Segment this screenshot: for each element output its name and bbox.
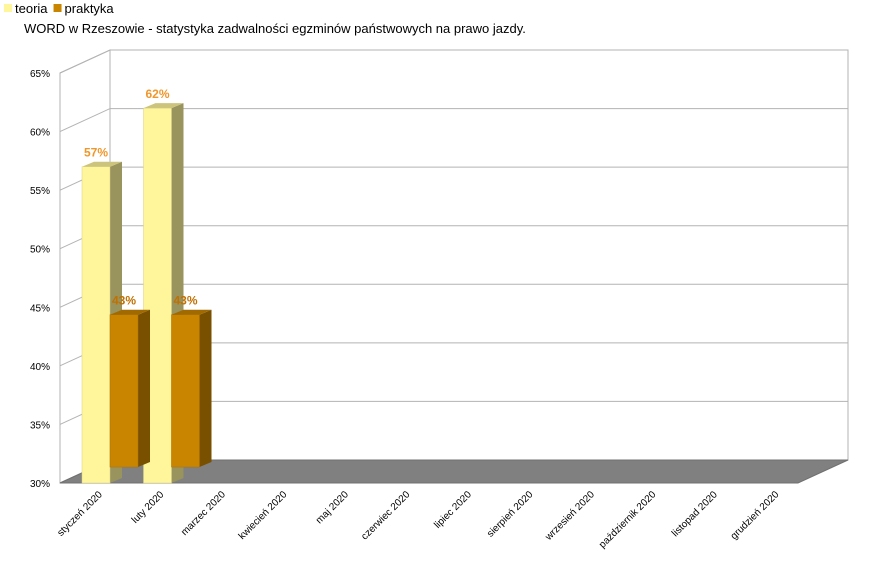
bar-face [82,161,122,167]
bar [171,309,212,468]
x-tick-label: lipiec 2020 [432,489,474,531]
chart-title: WORD w Rzeszowie - statystyka zadwalnośc… [24,21,526,36]
bar [109,309,150,468]
value-label: 57% [84,146,108,160]
bar-face [81,166,111,484]
bar-face [143,103,184,109]
x-tick-label: październik 2020 [597,489,659,551]
y-tick-label: 55% [30,186,50,197]
legend-label: teoria [15,1,48,16]
legend-label: praktyka [65,1,115,16]
y-tick-label: 65% [30,69,50,80]
legend-swatch [4,4,12,12]
x-tick-label: styczeń 2020 [55,489,105,539]
y-tick-label: 45% [30,303,50,314]
grid-line [59,108,848,133]
y-tick-label: 35% [30,420,50,431]
legend-swatch [53,4,62,12]
x-tick-label: wrzesień 2020 [543,489,597,543]
y-tick-label: 50% [30,245,50,256]
y-tick-label: 30% [30,479,50,490]
y-tick-label: 40% [30,362,50,373]
value-label: 62% [145,87,169,101]
x-tick-label: maj 2020 [314,489,351,526]
x-tick-label: kwiecień 2020 [237,489,290,542]
x-tick-label: listopad 2020 [670,489,720,539]
bar-face [199,309,212,467]
grid-line [59,49,848,74]
x-tick-label: luty 2020 [130,489,167,526]
back-wall [109,49,849,461]
bar-face [138,309,150,467]
y-tick-label: 60% [30,128,50,139]
bar-face [171,314,200,468]
x-tick-label: grudzień 2020 [729,489,782,542]
value-label: 43% [173,294,197,308]
bar [143,103,184,484]
bar-face [110,309,150,315]
x-tick-label: sierpień 2020 [485,489,536,540]
x-tick-label: czerwiec 2020 [359,489,412,542]
x-tick-label: marzec 2020 [179,489,228,538]
bar-face [171,309,212,315]
bar-face [109,314,139,468]
value-label: 43% [112,294,136,308]
